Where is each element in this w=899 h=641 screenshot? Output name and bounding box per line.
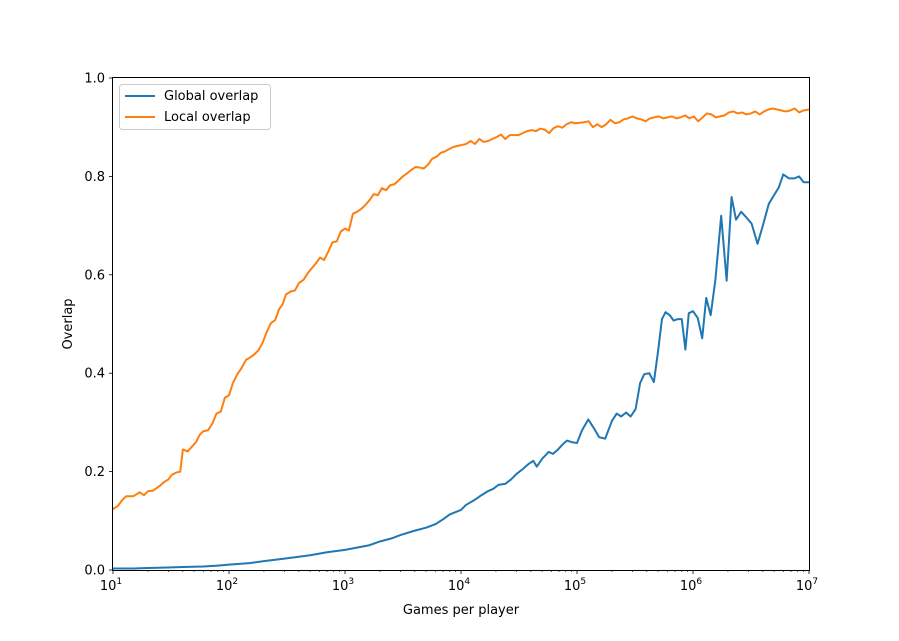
legend-label-local: Local overlap	[164, 110, 251, 125]
y-tick-label: 0.4	[84, 367, 105, 382]
x-tick-label-exponent: 6	[696, 577, 702, 587]
y-axis-ticks: 0.0 0.2 0.4 0.6 0.8 1.0	[84, 72, 113, 579]
x-tick-label-base: 10	[100, 579, 117, 594]
legend-label-global: Global overlap	[164, 89, 258, 104]
y-tick-label: 1.0	[84, 72, 105, 87]
x-tick-label-exponent: 5	[580, 577, 586, 587]
y-tick-label: 0.6	[84, 268, 105, 283]
x-tick-label: 105	[564, 577, 586, 594]
y-tick-label: 0.2	[84, 465, 105, 480]
x-tick-label-base: 10	[332, 579, 349, 594]
x-axis-ticks: 101 102 103 104 105 106 107	[100, 570, 818, 594]
x-tick-label: 102	[216, 577, 238, 594]
x-tick-label: 107	[796, 577, 818, 594]
x-tick-label-base: 10	[680, 579, 697, 594]
x-axis-label: Games per player	[403, 603, 520, 618]
x-tick-label-base: 10	[564, 579, 581, 594]
y-tick-label: 0.8	[84, 170, 105, 185]
x-tick-label: 101	[100, 577, 122, 594]
x-tick-label: 106	[680, 577, 703, 594]
x-tick-label-exponent: 1	[116, 577, 122, 587]
x-tick-label: 103	[332, 577, 354, 594]
series-line-global	[112, 173, 810, 570]
x-tick-label-base: 10	[216, 579, 233, 594]
x-tick-label: 104	[448, 577, 471, 594]
x-tick-label-exponent: 4	[464, 577, 470, 587]
y-tick-label: 0.0	[84, 564, 105, 579]
legend: Global overlap Local overlap	[119, 84, 271, 130]
series-line-local	[111, 107, 811, 511]
legend-box	[119, 84, 271, 130]
x-tick-label-base: 10	[796, 579, 813, 594]
x-tick-label-exponent: 7	[812, 577, 818, 587]
x-tick-label-exponent: 2	[232, 577, 238, 587]
x-tick-label-exponent: 3	[348, 577, 354, 587]
series-layer	[111, 107, 811, 570]
x-tick-label-base: 10	[448, 579, 465, 594]
y-axis-label: Overlap	[61, 298, 76, 349]
